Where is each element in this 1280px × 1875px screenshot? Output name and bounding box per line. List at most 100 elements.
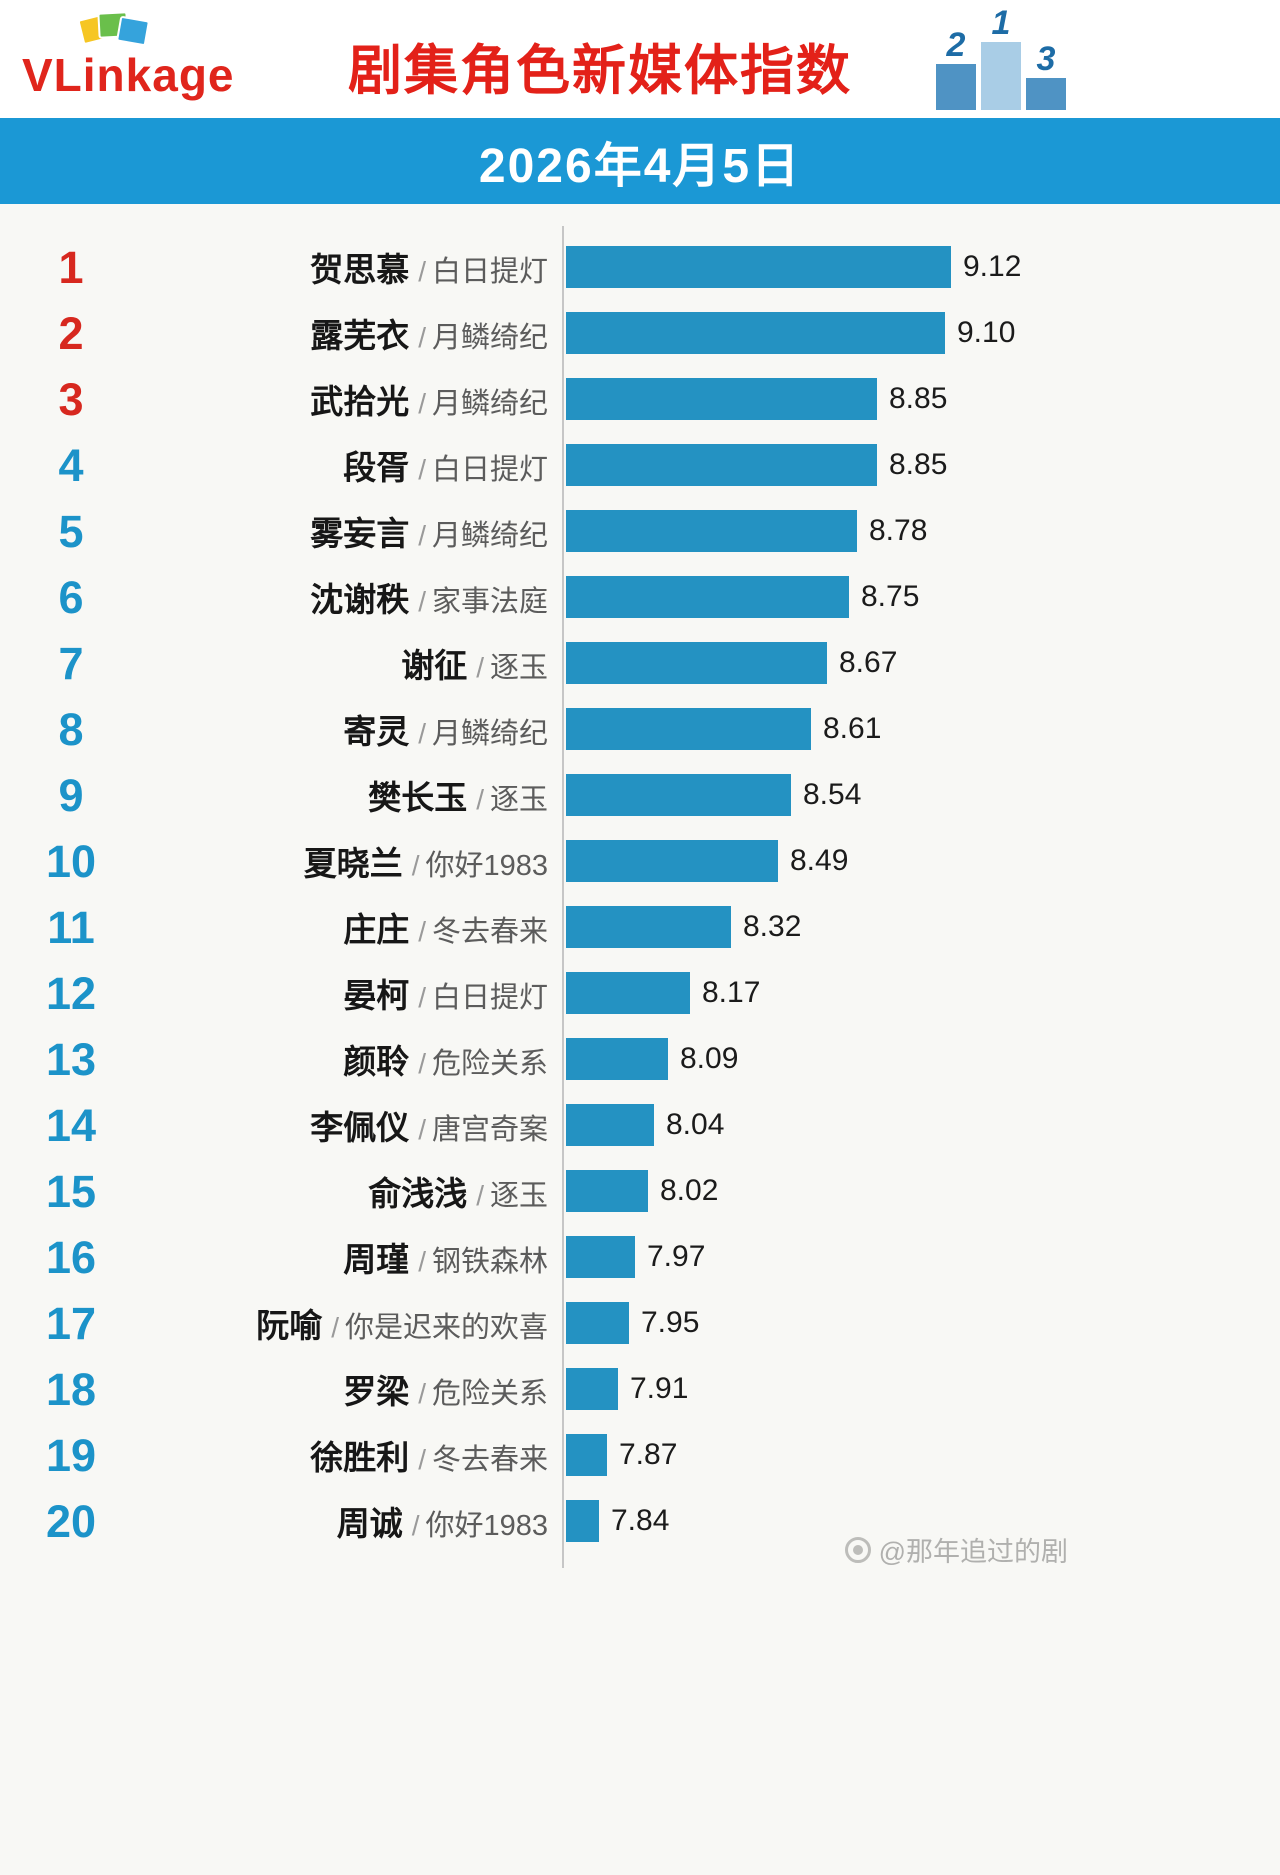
- index-bar: [566, 1236, 635, 1278]
- chart-row: 5 雾妄言 / 月鳞绮纪 8.78: [0, 498, 1280, 564]
- separator: /: [418, 1114, 426, 1145]
- character-name: 颜聆: [343, 1043, 410, 1080]
- character-name: 阮喻: [256, 1307, 323, 1344]
- character-label: 雾妄言 / 月鳞绮纪: [114, 507, 562, 555]
- index-bar: [566, 378, 877, 420]
- index-bar: [566, 1104, 654, 1146]
- index-value: 9.10: [957, 316, 1016, 349]
- rank-number: 14: [45, 1099, 97, 1151]
- drama-name: 你好1983: [425, 850, 548, 882]
- rank-number: 5: [58, 505, 84, 557]
- character-name: 李佩仪: [310, 1109, 410, 1146]
- separator: /: [418, 1444, 426, 1475]
- drama-name: 危险关系: [431, 1378, 548, 1410]
- character-name: 庄庄: [343, 911, 410, 948]
- index-value: 8.75: [861, 580, 920, 613]
- drama-name: 冬去春来: [431, 916, 548, 948]
- vlinkage-logo: VLinkage: [22, 6, 262, 112]
- podium-third-place: 3: [1026, 42, 1066, 110]
- index-value: 7.95: [641, 1306, 700, 1339]
- drama-name: 危险关系: [431, 1048, 548, 1080]
- separator: /: [418, 1378, 426, 1409]
- drama-name: 逐玉: [489, 652, 548, 684]
- separator: /: [411, 1510, 420, 1541]
- chart-row: 13 颜聆 / 危险关系 8.09: [0, 1026, 1280, 1092]
- chart-row: 1 贺思慕 / 白日提灯 9.12: [0, 234, 1280, 300]
- character-label: 露芜衣 / 月鳞绮纪: [114, 309, 562, 357]
- separator: /: [331, 1312, 339, 1343]
- index-value: 7.87: [619, 1438, 678, 1471]
- rank-number: 4: [58, 439, 84, 491]
- character-name: 贺思慕: [310, 251, 410, 288]
- rank-number: 6: [58, 571, 84, 623]
- chart-rows: 1 贺思慕 / 白日提灯 9.12 2 露芜衣 / 月鳞绮纪 9.10 3 武拾光 / 月鳞绮纪 8.85 4…: [0, 234, 1280, 1554]
- index-bar: [566, 708, 811, 750]
- rank-number: 19: [45, 1429, 97, 1481]
- character-label: 夏晓兰 / 你好1983: [114, 837, 562, 885]
- rank-number: 1: [58, 241, 84, 293]
- rank-number: 17: [45, 1297, 97, 1349]
- character-name: 周诚: [336, 1505, 403, 1542]
- index-bar: [566, 906, 731, 948]
- character-label: 武拾光 / 月鳞绮纪: [114, 375, 562, 423]
- podium-number-3: 3: [1036, 40, 1056, 78]
- date-banner: 2026年4月5日: [0, 118, 1280, 204]
- character-name: 谢征: [401, 647, 468, 684]
- drama-name: 月鳞绮纪: [431, 718, 548, 750]
- character-name: 樊长玉: [368, 779, 468, 816]
- logo-cards-icon: [77, 10, 160, 50]
- character-label: 谢征 / 逐玉: [114, 639, 562, 687]
- separator: /: [418, 388, 426, 419]
- index-bar: [566, 246, 951, 288]
- character-name: 沈谢秩: [310, 581, 410, 618]
- separator: /: [411, 850, 420, 881]
- podium-number-2: 2: [946, 26, 966, 64]
- drama-name: 家事法庭: [431, 586, 548, 618]
- chart-row: 12 晏柯 / 白日提灯 8.17: [0, 960, 1280, 1026]
- header: VLinkage 剧集角色新媒体指数 2 1 3: [0, 0, 1280, 118]
- index-value: 8.85: [889, 382, 948, 415]
- index-bar: [566, 1500, 599, 1542]
- separator: /: [418, 520, 426, 551]
- index-bar: [566, 1038, 668, 1080]
- rank-number: 7: [58, 637, 84, 689]
- character-name: 夏晓兰: [303, 845, 403, 882]
- page-title: 剧集角色新媒体指数: [348, 41, 852, 101]
- index-value: 7.97: [647, 1240, 706, 1273]
- separator: /: [418, 322, 426, 353]
- index-bar: [566, 1434, 607, 1476]
- index-bar: [566, 312, 945, 354]
- character-label: 晏柯 / 白日提灯: [114, 969, 562, 1017]
- chart-row: 8 寄灵 / 月鳞绮纪 8.61: [0, 696, 1280, 762]
- rank-number: 11: [47, 901, 95, 953]
- chart-row: 14 李佩仪 / 唐宫奇案 8.04: [0, 1092, 1280, 1158]
- index-bar: [566, 642, 827, 684]
- index-bar: [566, 972, 690, 1014]
- chart-row: 19 徐胜利 / 冬去春来 7.87: [0, 1422, 1280, 1488]
- chart-row: 9 樊长玉 / 逐玉 8.54: [0, 762, 1280, 828]
- separator: /: [476, 1180, 484, 1211]
- rank-number: 9: [58, 769, 84, 821]
- drama-name: 月鳞绮纪: [431, 322, 548, 354]
- vlinkage-ranking-page: VLinkage 剧集角色新媒体指数 2 1 3 2026年4月5日 1 贺思慕 /…: [0, 0, 1280, 1568]
- character-name: 段胥: [343, 449, 410, 486]
- character-label: 徐胜利 / 冬去春来: [114, 1431, 562, 1479]
- character-label: 阮喻 / 你是迟来的欢喜: [114, 1299, 562, 1347]
- index-bar: [566, 444, 877, 486]
- index-value: 7.91: [630, 1372, 689, 1405]
- character-name: 俞浅浅: [368, 1175, 468, 1212]
- rank-number: 18: [45, 1363, 97, 1415]
- character-label: 沈谢秩 / 家事法庭: [114, 573, 562, 621]
- podium-first-place: 1: [981, 6, 1021, 110]
- index-bar: [566, 1302, 629, 1344]
- drama-name: 钢铁森林: [431, 1246, 548, 1278]
- rank-number: 2: [58, 307, 84, 359]
- character-name: 露芜衣: [310, 317, 410, 354]
- character-name: 周瑾: [343, 1241, 410, 1278]
- drama-name: 冬去春来: [431, 1444, 548, 1476]
- rank-number: 13: [45, 1033, 97, 1085]
- character-label: 罗梁 / 危险关系: [114, 1365, 562, 1413]
- card-blue-icon: [115, 15, 151, 47]
- index-value: 8.67: [839, 646, 898, 679]
- ranking-bar-chart: 1 贺思慕 / 白日提灯 9.12 2 露芜衣 / 月鳞绮纪 9.10 3 武拾光 / 月鳞绮纪 8.85 4…: [0, 204, 1280, 1568]
